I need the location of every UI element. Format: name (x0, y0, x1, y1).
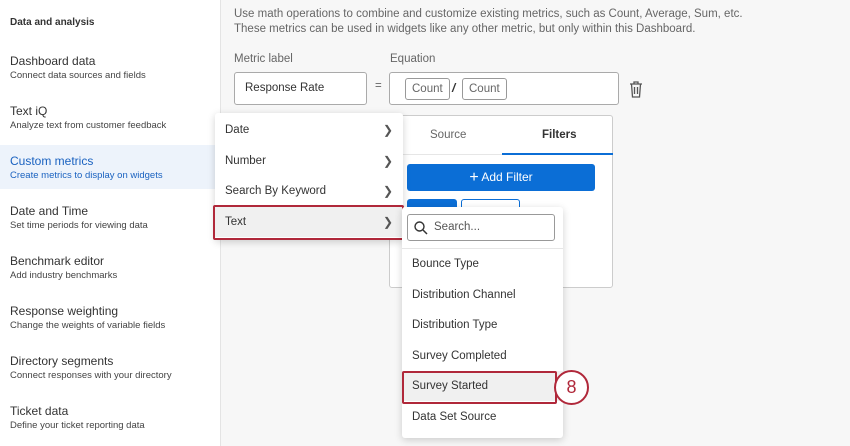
sidebar-item[interactable]: Ticket data Define your ticket reporting … (10, 404, 145, 431)
text-menu-item[interactable]: Survey Completed (412, 349, 507, 362)
highlight-survey-started (402, 371, 557, 404)
text-menu-item[interactable]: Bounce Type (412, 258, 479, 270)
search-input[interactable]: Search... (407, 214, 555, 241)
plus-icon: + (469, 169, 479, 186)
sidebar-heading: Data and analysis (10, 17, 95, 28)
field-menu-item[interactable]: Text ❯ (215, 206, 403, 237)
equation-chip-right[interactable]: Count (462, 78, 507, 100)
chevron-right-icon: ❯ (382, 214, 393, 229)
active-tab-indicator (502, 153, 613, 155)
add-filter-button[interactable]: + Add Filter (407, 164, 595, 191)
chevron-right-icon: ❯ (382, 184, 393, 198)
step-badge: 8 (554, 370, 589, 405)
sidebar-item[interactable]: Benchmark editor Add industry benchmarks (10, 254, 118, 281)
text-menu-item[interactable]: Distribution Channel (412, 288, 516, 301)
highlight-text-item (213, 205, 404, 240)
metric-label-heading: Metric label (234, 53, 293, 65)
sidebar-item[interactable]: Dashboard data Connect data sources and f… (10, 54, 146, 81)
description-line-1: Use math operations to combine and custo… (234, 8, 743, 20)
sidebar-item[interactable]: Response weighting Change the weights of … (10, 304, 166, 331)
sidebar-item[interactable]: Text iQ Analyze text from customer feedba… (10, 104, 167, 131)
chevron-right-icon: ❯ (382, 123, 393, 137)
tab-filters[interactable]: Filters (542, 129, 577, 141)
sidebar: Data and analysis Dashboard data Connect … (0, 0, 221, 446)
search-icon (414, 221, 428, 235)
search-placeholder: Search... (434, 221, 481, 233)
description-line-2: These metrics can be used in widgets lik… (234, 23, 696, 35)
equation-heading: Equation (390, 53, 436, 65)
sidebar-item[interactable]: Directory segments Connect responses with… (10, 354, 172, 381)
trash-icon[interactable] (629, 81, 643, 98)
tab-source[interactable]: Source (430, 129, 467, 141)
equation-chip-left[interactable]: Count (405, 78, 450, 100)
sidebar-item[interactable]: Custom metrics Create metrics to display … (0, 145, 220, 189)
metric-label-input[interactable]: Response Rate (234, 72, 367, 105)
text-menu-item[interactable]: Data Set Source (412, 410, 497, 423)
text-menu-item[interactable]: Survey Started (402, 371, 563, 401)
text-menu-item[interactable]: Distribution Type (412, 319, 498, 331)
field-menu-item[interactable]: Search By Keyword ❯ (215, 176, 403, 206)
chevron-right-icon: ❯ (382, 153, 393, 168)
field-type-menu: Date ❯ Number ❯ Search By Keyword ❯ Text ❯ (215, 113, 403, 240)
equals-sign: = (375, 80, 382, 92)
sidebar-item[interactable]: Date and Time Set time periods for viewin… (10, 204, 148, 231)
equation-field[interactable]: Count / Count (389, 72, 619, 105)
field-menu-item[interactable]: Date ❯ (215, 115, 403, 145)
field-menu-item[interactable]: Number ❯ (215, 146, 403, 176)
operator: / (452, 81, 456, 95)
text-field-menu: Search... Bounce Type Distribution Channe… (402, 207, 563, 438)
